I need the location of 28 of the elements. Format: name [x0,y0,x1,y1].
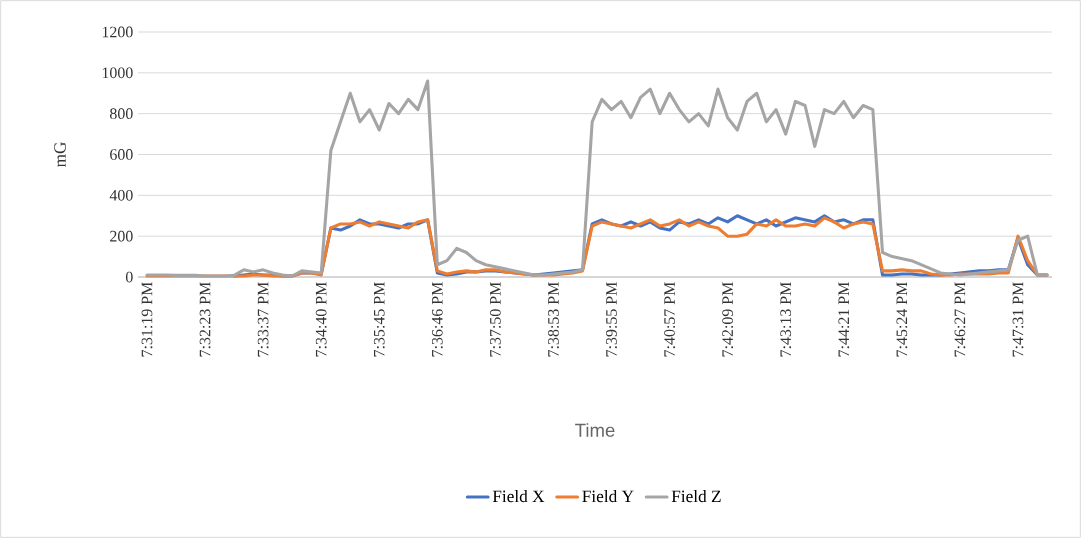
y-tick-label: 1000 [102,67,133,79]
x-tick-label: 7:42:09 PM [722,282,734,357]
legend-label: Field X [492,490,545,503]
x-tick-label: 7:37:50 PM [489,282,501,357]
x-tick-label: 7:36:46 PM [431,282,443,357]
x-tick-label: 7:35:45 PM [373,282,385,357]
x-tick-label: 7:44:21 PM [838,282,850,357]
x-tick-label: 7:31:19 PM [141,282,153,357]
y-tick-label: 800 [110,108,133,120]
x-tick-label: 7:40:57 PM [664,282,676,357]
legend-label: Field Y [582,490,634,503]
legend-label: Field Z [671,490,721,503]
y-tick-label: 600 [110,149,133,160]
x-tick-label: 7:39:55 PM [606,282,617,357]
y-tick-label: 200 [110,230,133,242]
x-tick-label: 7:32:23 PM [199,282,211,357]
x-tick-label: 7:34:40 PM [315,282,327,357]
y-tick-label: 400 [109,189,133,201]
x-tick-label: 7:47:31 PM [1012,282,1024,357]
y-tick-label: 0 [125,271,133,283]
y-axis-title: mG [54,142,66,168]
x-tick-label: 7:43:13 PM [780,282,792,357]
x-axis-title: Time [575,423,615,437]
x-tick-label: 7:46:27 PM [954,282,966,357]
y-tick-label: 1200 [102,26,133,38]
x-tick-label: 7:45:24 PM [896,282,908,357]
x-tick-label: 7:33:37 PM [257,282,269,357]
x-tick-label: 7:38:53 PM [548,282,559,357]
